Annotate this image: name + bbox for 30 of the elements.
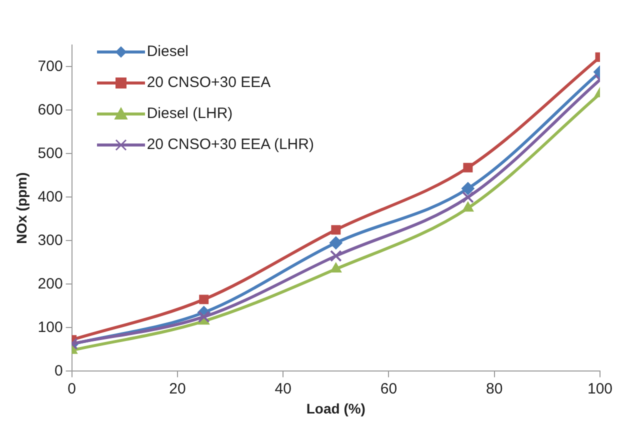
y-tick-label: 600 bbox=[38, 101, 63, 118]
x-axis-title: Load (%) bbox=[306, 400, 366, 416]
legend-label: 20 CNSO+30 EEA (LHR) bbox=[146, 136, 314, 153]
point bbox=[462, 202, 474, 212]
x-tick-label: 40 bbox=[274, 380, 292, 398]
x-tick-label: 0 bbox=[68, 380, 76, 398]
y-tick-label: 0 bbox=[54, 362, 63, 380]
legend-label: Diesel bbox=[146, 43, 188, 60]
y-tick-label: 400 bbox=[38, 188, 63, 206]
point bbox=[329, 236, 342, 250]
point bbox=[462, 191, 474, 204]
legend-label: Diesel (LHR) bbox=[146, 105, 233, 122]
point bbox=[331, 225, 341, 235]
y-tick-label: 100 bbox=[38, 318, 63, 336]
x-tick-label: 100 bbox=[587, 380, 613, 398]
legend-label: 20 CNSO+30 EEA bbox=[146, 74, 271, 91]
y-axis-title: NOx (ppm) bbox=[13, 172, 30, 244]
y-tick-label: 300 bbox=[38, 232, 63, 249]
point bbox=[463, 162, 473, 172]
point bbox=[330, 250, 342, 262]
point bbox=[198, 310, 210, 323]
point bbox=[330, 262, 342, 272]
point bbox=[199, 294, 209, 304]
y-tick-label: 500 bbox=[38, 144, 63, 162]
x-tick-label: 80 bbox=[486, 380, 503, 398]
y-tick-label: 200 bbox=[38, 275, 63, 292]
point bbox=[461, 182, 474, 196]
x-tick-label: 20 bbox=[169, 380, 186, 398]
x-tick-label: 60 bbox=[380, 380, 398, 398]
y-tick-label: 700 bbox=[38, 58, 63, 75]
